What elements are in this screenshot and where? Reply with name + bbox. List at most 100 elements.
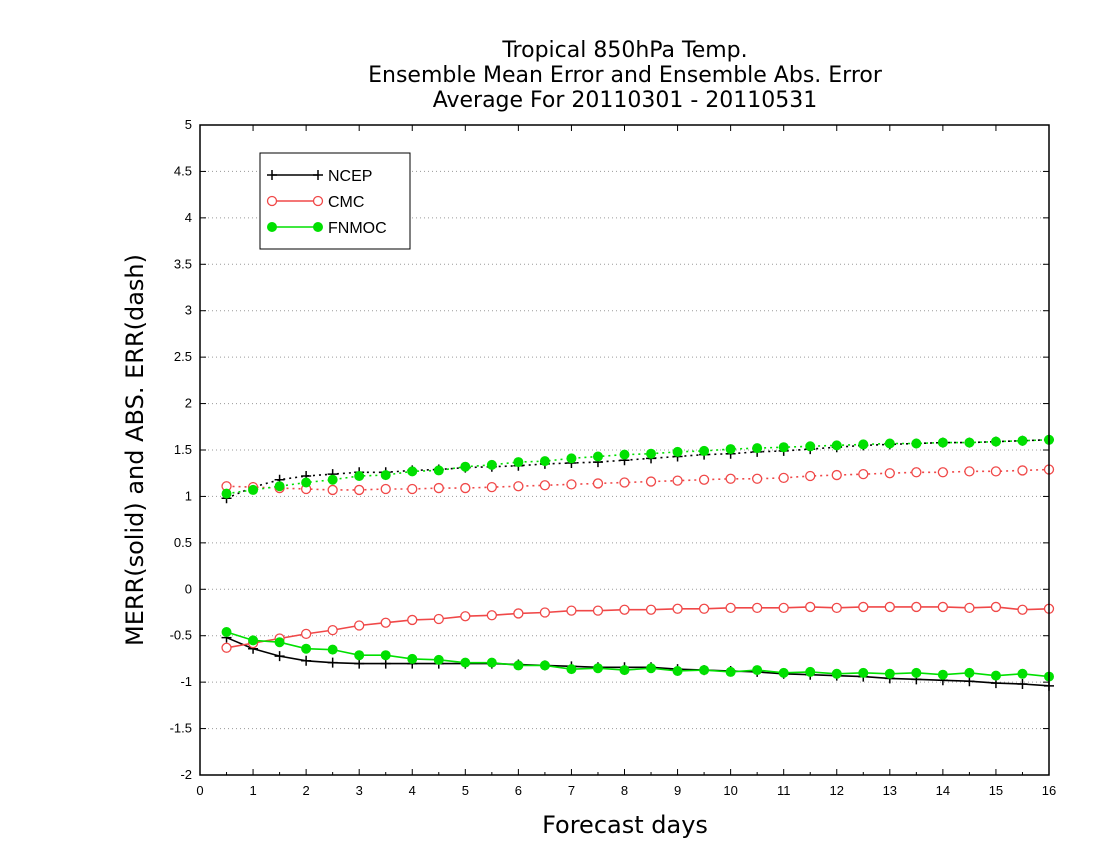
point-abs-error [858, 439, 869, 450]
x-tick-label: 4 [409, 783, 416, 798]
y-tick-label: 3.5 [174, 256, 192, 271]
point-abs-error [513, 481, 524, 492]
point-abs-error [248, 484, 259, 495]
chart-title-line-2: Ensemble Mean Error and Ensemble Abs. Er… [368, 63, 883, 88]
point-abs-error [407, 466, 418, 477]
point-mean-error [221, 627, 232, 637]
point-mean-error [619, 604, 630, 615]
point-mean-error [619, 665, 630, 676]
y-tick-label: 5 [185, 117, 192, 132]
point-abs-error [513, 457, 524, 468]
point-abs-error [937, 467, 949, 478]
point-mean-error [407, 653, 418, 664]
point-mean-error [248, 635, 259, 646]
x-tick-label: 6 [515, 783, 522, 798]
series-fnmoc [221, 434, 1054, 682]
line-abs-error-fnmoc [226, 438, 1050, 495]
x-tick-label: 8 [621, 783, 628, 798]
point-abs-error [539, 480, 551, 491]
point-mean-error [433, 613, 444, 625]
line-abs-error-ncep [226, 438, 1050, 500]
point-mean-error [460, 611, 471, 622]
point-abs-error [964, 437, 975, 448]
point-mean-error [354, 650, 365, 661]
point-mean-error [831, 602, 842, 614]
point-mean-error [380, 658, 391, 669]
y-axis-label: MERR(solid) and ABS. ERR(dash) [121, 254, 149, 646]
x-tick-label: 7 [568, 783, 575, 798]
y-tick-label: 0.5 [174, 535, 192, 550]
point-abs-error [274, 481, 285, 492]
point-mean-error [539, 660, 550, 671]
point-mean-error [354, 620, 365, 631]
plot-series [221, 434, 1055, 691]
point-abs-error [699, 445, 710, 456]
x-tick-label: 13 [883, 783, 897, 798]
point-abs-error [805, 470, 816, 482]
point-abs-error [486, 459, 497, 470]
point-abs-error [831, 469, 842, 481]
x-axis-label: Forecast days [542, 811, 708, 839]
point-abs-error [858, 468, 869, 480]
point-mean-error [858, 667, 869, 678]
legend-marker [267, 222, 277, 232]
point-mean-error [646, 663, 657, 674]
line-mean-error-cmc [226, 606, 1050, 649]
point-abs-error [645, 476, 657, 487]
point-mean-error [221, 642, 232, 653]
legend-item-fnmoc: FNMOC [267, 220, 387, 237]
legend-marker [312, 195, 324, 207]
x-tick-label: 0 [196, 783, 203, 798]
point-mean-error [672, 666, 683, 676]
point-mean-error [752, 602, 763, 614]
point-mean-error [858, 601, 869, 613]
point-mean-error [990, 670, 1001, 681]
point-abs-error [778, 472, 789, 484]
point-mean-error [460, 657, 471, 668]
point-mean-error [274, 651, 285, 662]
point-abs-error [460, 482, 471, 494]
point-mean-error [911, 667, 922, 678]
point-abs-error [884, 438, 895, 449]
point-abs-error [1017, 435, 1028, 446]
legend-marker [313, 170, 323, 180]
point-mean-error [433, 654, 444, 665]
line-mean-error-fnmoc [226, 631, 1050, 678]
point-abs-error [964, 466, 975, 477]
point-mean-error [592, 663, 603, 674]
point-abs-error [698, 474, 710, 485]
point-mean-error [539, 607, 551, 618]
point-mean-error [805, 601, 816, 613]
legend-marker [313, 222, 323, 232]
point-mean-error [831, 668, 842, 679]
point-abs-error [433, 482, 444, 494]
point-mean-error [725, 666, 736, 677]
legend: NCEP CMC FNMOC [259, 152, 411, 250]
point-mean-error [513, 608, 524, 619]
point-abs-error [752, 443, 763, 454]
point-abs-error [327, 474, 338, 485]
point-abs-error [354, 471, 365, 481]
point-abs-error [619, 477, 630, 488]
point-mean-error [672, 603, 683, 614]
x-tick-label: 2 [303, 783, 310, 798]
point-abs-error [990, 466, 1002, 477]
point-mean-error [380, 650, 391, 661]
point-mean-error [964, 676, 975, 687]
x-tick-label: 5 [462, 783, 469, 798]
point-mean-error [327, 624, 338, 636]
chart-title-line-3: Average For 20110301 - 20110531 [433, 88, 818, 113]
y-tick-label: -0.5 [170, 628, 192, 643]
chart-title: Tropical 850hPa Temp. Ensemble Mean Erro… [368, 38, 883, 113]
y-tick-label: 3 [185, 303, 192, 318]
legend-label: NCEP [328, 168, 372, 185]
point-abs-error [433, 465, 444, 476]
point-mean-error [301, 643, 312, 654]
point-abs-error [460, 461, 471, 472]
legend-marker [266, 195, 278, 207]
x-tick-label: 14 [936, 783, 950, 798]
point-abs-error [566, 453, 577, 464]
point-abs-error [646, 448, 657, 459]
y-tick-label: 0 [185, 581, 192, 596]
